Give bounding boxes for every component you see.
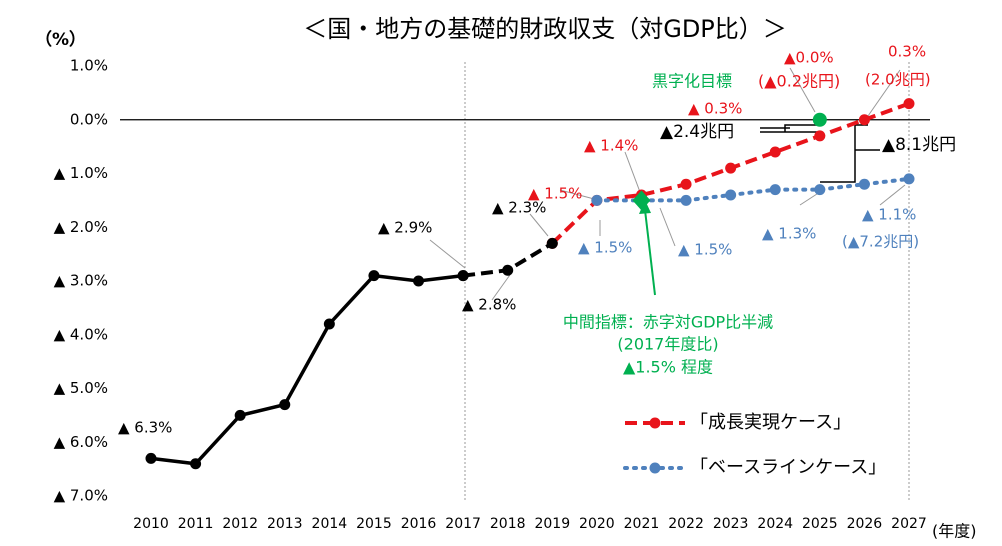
target-marker <box>812 112 827 127</box>
annotation: ▲ 6.3% <box>118 419 172 437</box>
point <box>457 270 469 282</box>
leader-lines <box>429 67 906 301</box>
annotation: ▲ 0.3% <box>688 100 742 118</box>
y-tick-label: ▲ 3.0% <box>54 272 108 290</box>
x-tick-label: 2012 <box>222 516 258 532</box>
point <box>591 194 603 206</box>
annotation: ▲ 2.3% <box>492 199 546 217</box>
annotation: 黒字化目標 <box>652 72 732 91</box>
series-line <box>150 273 464 466</box>
y-tick-label: ▲ 6.0% <box>54 433 108 451</box>
legend-label: 「ベースラインケース」 <box>690 457 886 478</box>
point <box>323 318 335 330</box>
y-tick-label: ▲ 1.0% <box>54 164 108 182</box>
point <box>368 270 380 282</box>
point <box>413 275 425 287</box>
y-tick-label: ▲ 4.0% <box>54 325 108 343</box>
annotation: ▲0.0% <box>784 49 834 67</box>
point <box>769 146 781 158</box>
point <box>502 264 514 276</box>
annotation: ▲ 1.5% <box>528 185 582 203</box>
y-tick-label: ▲ 7.0% <box>54 487 108 505</box>
x-tick-label: 2023 <box>713 516 749 532</box>
point <box>903 98 915 110</box>
point <box>814 184 826 196</box>
point <box>234 409 246 421</box>
point <box>725 189 737 201</box>
x-tick-label: 2017 <box>445 516 481 532</box>
x-tick-label: 2016 <box>401 516 437 532</box>
annotation: ▲ 1.5% <box>578 239 632 257</box>
x-tick-label: 2010 <box>133 516 169 532</box>
point <box>858 114 870 126</box>
annotation: ▲2.4兆円 <box>660 122 734 142</box>
point <box>858 178 870 190</box>
target-marker <box>632 190 651 211</box>
point <box>769 184 781 196</box>
annotation: ▲ 1.3% <box>762 225 816 243</box>
legend-swatch <box>649 462 661 474</box>
annotation: (2017年度比) <box>617 335 718 354</box>
annotation: ▲8.1兆円 <box>882 135 956 155</box>
y-tick-label: ▲ 5.0% <box>54 379 108 397</box>
point <box>680 194 692 206</box>
x-tick-label: 2026 <box>847 516 883 532</box>
x-tick-label: 2021 <box>624 516 660 532</box>
x-tick-label: 2013 <box>267 516 303 532</box>
legend-swatch <box>649 417 661 429</box>
target-arrow <box>639 200 656 296</box>
x-tick-label: 2020 <box>579 516 615 532</box>
annotation: 中間指標：赤字対GDP比半減 <box>563 313 773 332</box>
legend-label: 「成長実現ケース」 <box>690 412 851 433</box>
y-tick-label: 1.0% <box>70 57 108 75</box>
annotation: ▲ 1.4% <box>584 137 638 155</box>
annotation: (2.0兆円) <box>865 71 931 89</box>
annotation: (▲0.2兆円) <box>758 72 840 91</box>
x-tick-label: 2014 <box>312 516 348 532</box>
point <box>546 237 558 249</box>
x-tick-label: 2015 <box>356 516 392 532</box>
x-tick-label: 2024 <box>757 516 793 532</box>
point <box>145 452 157 464</box>
x-tick-label: 2019 <box>534 516 570 532</box>
y-tick-label: 0.0% <box>70 110 108 128</box>
chart-title: ＜国・地方の基礎的財政収支（対GDP比）＞ <box>303 15 787 43</box>
annotation: ▲ 2.9% <box>378 219 432 237</box>
y-axis-label: （%） <box>35 29 86 50</box>
x-tick-label: 2018 <box>490 516 526 532</box>
point <box>725 162 737 174</box>
point <box>279 399 291 411</box>
annotation: ▲1.5% 程度 <box>623 358 713 377</box>
brackets <box>760 124 880 183</box>
point <box>814 130 826 142</box>
x-tick-label: 2025 <box>802 516 838 532</box>
x-tick-label: 2027 <box>891 516 927 532</box>
point <box>680 178 692 190</box>
annotation: ▲ 1.1% <box>862 206 916 224</box>
point <box>190 458 202 470</box>
annotation: (▲7.2兆円) <box>842 233 919 251</box>
x-axis-label: (年度) <box>932 522 977 541</box>
annotation: ▲ 2.8% <box>462 296 516 314</box>
point <box>903 173 915 185</box>
x-tick-label: 2022 <box>668 516 704 532</box>
annotation: ▲ 1.5% <box>678 241 732 259</box>
y-tick-label: ▲ 2.0% <box>54 218 108 236</box>
annotation: 0.3% <box>888 43 926 61</box>
x-tick-label: 2011 <box>178 516 214 532</box>
